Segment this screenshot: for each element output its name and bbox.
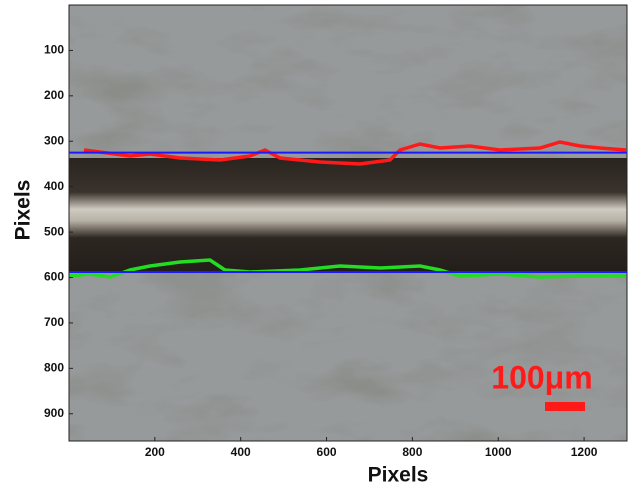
y-tick-label: 500 (44, 224, 64, 238)
x-axis-label: Pixels (368, 464, 429, 487)
x-tick-label: 600 (317, 445, 337, 459)
x-tick-label: 800 (402, 445, 422, 459)
y-tick-label: 900 (44, 406, 64, 420)
y-axis-label: Pixels (12, 180, 35, 241)
figure: Pixels Pixels 100μm 200 400 600 800 1000 1200… (0, 0, 631, 491)
x-tick-label: 200 (145, 445, 165, 459)
scale-annotation: 100μm (491, 359, 592, 395)
x-tick-label: 1200 (571, 445, 598, 459)
y-tick-label: 700 (44, 315, 64, 329)
scale-bar (545, 402, 585, 411)
x-tick-label: 1000 (485, 445, 512, 459)
y-tick-label: 200 (44, 88, 64, 102)
y-tick-label: 300 (44, 133, 64, 147)
y-tick-label: 600 (44, 270, 64, 284)
y-tick-label: 400 (44, 179, 64, 193)
y-tick-label: 100 (44, 43, 64, 57)
y-tick-label: 800 (44, 361, 64, 375)
x-tick-label: 400 (231, 445, 251, 459)
